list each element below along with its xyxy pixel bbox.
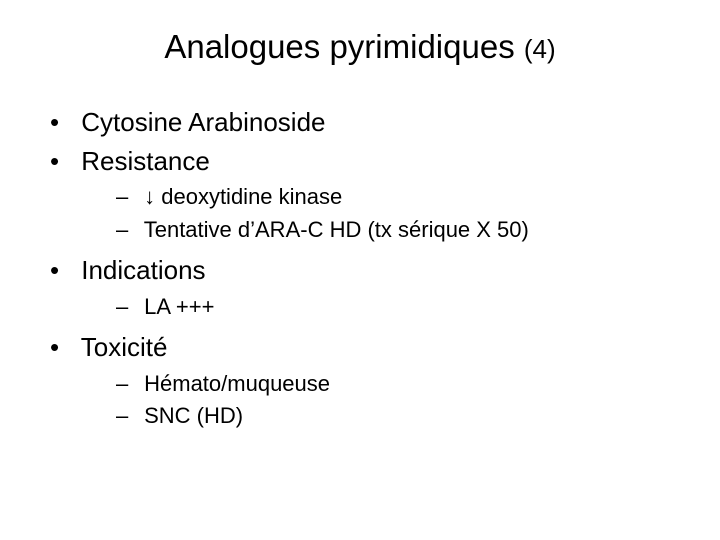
sub-bullet-list: LA +++ (116, 293, 680, 322)
bullet-list: Cytosine Arabinoside Resistance ↓ deoxyt… (50, 106, 680, 431)
sub-bullet-list: ↓ deoxytidine kinase Tentative d’ARA-C H… (116, 183, 680, 244)
list-item: Tentative d’ARA-C HD (tx sérique X 50) (116, 216, 680, 245)
bullet-text: Resistance (81, 146, 210, 176)
list-item: Hémato/muqueuse (116, 370, 680, 399)
list-item: LA +++ (116, 293, 680, 322)
bullet-text: SNC (HD) (144, 403, 243, 428)
bullet-text: Tentative d’ARA-C HD (tx sérique X 50) (144, 217, 529, 242)
list-item: ↓ deoxytidine kinase (116, 183, 680, 212)
bullet-text: Indications (81, 255, 205, 285)
title-main: Analogues pyrimidiques (164, 28, 514, 65)
slide-title: Analogues pyrimidiques (4) (40, 28, 680, 66)
bullet-text: ↓ deoxytidine kinase (144, 184, 342, 209)
list-item: Cytosine Arabinoside (50, 106, 680, 139)
bullet-text: LA +++ (144, 294, 214, 319)
bullet-text: Toxicité (81, 332, 168, 362)
bullet-text: Cytosine Arabinoside (81, 107, 325, 137)
title-suffix: (4) (524, 34, 556, 64)
list-item: Toxicité Hémato/muqueuse SNC (HD) (50, 331, 680, 431)
sub-bullet-list: Hémato/muqueuse SNC (HD) (116, 370, 680, 431)
bullet-text: Hémato/muqueuse (144, 371, 330, 396)
slide: Analogues pyrimidiques (4) Cytosine Arab… (0, 0, 720, 540)
list-item: Indications LA +++ (50, 254, 680, 321)
list-item: SNC (HD) (116, 402, 680, 431)
list-item: Resistance ↓ deoxytidine kinase Tentativ… (50, 145, 680, 245)
